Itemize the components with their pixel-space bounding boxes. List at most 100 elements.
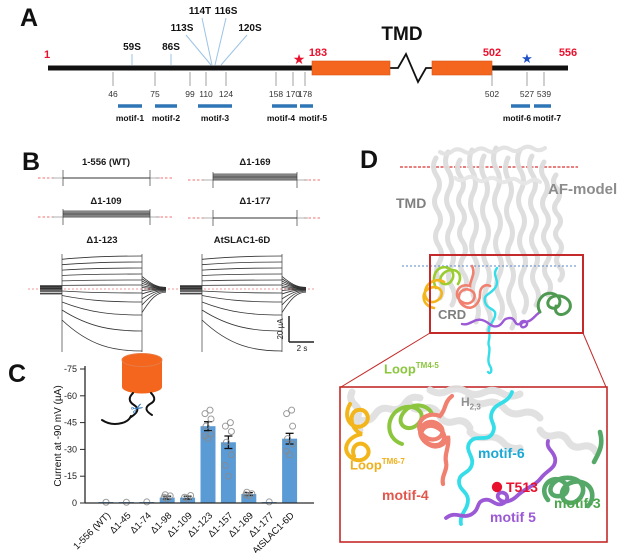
gray-ribbon xyxy=(539,159,553,298)
n-terminus-squiggle-left xyxy=(128,392,139,418)
panel-b-letter: B xyxy=(22,148,41,176)
motif6-label: motif-6 xyxy=(478,445,525,461)
residue-tick-label: 158 xyxy=(269,89,283,99)
residue-tick-label: 178 xyxy=(298,89,312,99)
panel-d-letter: D xyxy=(360,146,379,174)
motif4-overview xyxy=(455,264,492,309)
loop-tm45-sup: TM4-5 xyxy=(415,361,439,370)
current-sweep xyxy=(40,289,167,303)
gray-ribbon xyxy=(431,155,445,301)
zoom-callout-left xyxy=(340,332,431,388)
bar xyxy=(159,497,175,503)
panel-c-barchart: Current at -90 mV (µA) ✂ 0 -15 -30 -45 -60 -7… xyxy=(53,353,314,553)
motif3-zoom xyxy=(541,429,604,509)
gray-ribbon xyxy=(453,174,542,186)
data-point xyxy=(166,492,174,500)
data-point xyxy=(161,491,169,499)
data-point xyxy=(222,438,230,446)
gray-ribbon xyxy=(491,145,505,321)
gray-ribbon xyxy=(536,426,600,456)
tmd-helices xyxy=(431,144,565,333)
scalebar-time-label: 2 s xyxy=(297,344,308,353)
trace-label: 1-556 (WT) xyxy=(82,157,130,168)
tmd-box-1 xyxy=(311,60,391,76)
current-sweep xyxy=(180,289,307,316)
phospho-site-label: 116S xyxy=(215,6,238,17)
t513-site-dot xyxy=(491,481,503,493)
residue-502-label: 502 xyxy=(483,47,501,59)
phospho-site-label: 113S xyxy=(171,23,194,34)
cylinder-bottom xyxy=(122,380,162,394)
phospho-site-line xyxy=(214,17,227,66)
data-point xyxy=(243,488,251,496)
data-point xyxy=(122,498,130,506)
data-point xyxy=(227,451,235,459)
af-model-label: AF-model xyxy=(548,181,618,198)
y-tick-label: -60 xyxy=(64,391,77,401)
y-tick-label: -75 xyxy=(64,364,77,374)
crd-text-label: CRD xyxy=(438,307,467,322)
sequence-break-zigzag xyxy=(390,51,432,85)
loop-tm45-label: LoopTM4-5 xyxy=(384,361,439,377)
residue-tick-label: 99 xyxy=(185,89,195,99)
motif4-zoom xyxy=(417,393,455,487)
data-point xyxy=(206,406,214,414)
red-star-icon: ★ xyxy=(293,51,306,67)
motif3-overview xyxy=(536,291,572,316)
data-point xyxy=(143,498,151,506)
residue-tick-label: 502 xyxy=(485,89,499,99)
current-sweep xyxy=(40,289,167,316)
residue-tick-label: 539 xyxy=(537,89,551,99)
motif-label: motif-6 xyxy=(503,113,532,123)
data-point xyxy=(227,428,235,436)
data-point xyxy=(289,422,297,430)
current-sweep xyxy=(180,289,307,303)
phospho-site-label: 86S xyxy=(162,42,180,53)
data-point xyxy=(284,435,292,443)
gray-ribbon xyxy=(464,394,544,422)
data-point xyxy=(289,440,297,448)
data-point xyxy=(283,447,291,455)
residue-183-label: 183 xyxy=(309,47,327,59)
current-sweep xyxy=(40,284,167,290)
motif-label: motif-1 xyxy=(116,113,145,123)
phospho-site-line xyxy=(185,34,212,66)
trace-label: Δ1-169 xyxy=(239,157,270,168)
tmd-box-2 xyxy=(431,60,493,76)
panel-a-letter: A xyxy=(20,4,39,32)
current-sweep xyxy=(180,288,307,294)
data-point xyxy=(265,498,273,506)
motif-label: motif-5 xyxy=(299,113,328,123)
tmd-title: TMD xyxy=(381,24,422,45)
current-sweep xyxy=(180,290,307,332)
panel-d-structure: D TMD AF-model CRD LoopTM4-5 H2,3 LoopTM… xyxy=(330,140,628,553)
tmd-text-label: TMD xyxy=(396,195,427,211)
zoom-callout-right xyxy=(582,332,607,388)
panel-a-schematic: TMD 1 183 502 556 ★ ★ 46 75 99 110 124 158 170… xyxy=(44,6,577,123)
gray-ribbon xyxy=(515,147,529,315)
motif5-label: motif 5 xyxy=(490,509,536,525)
data-point xyxy=(187,491,195,499)
gray-ribbon xyxy=(443,149,457,308)
h23-sub: 2,3 xyxy=(469,402,481,412)
loop-tm45-overview xyxy=(432,265,462,290)
data-point xyxy=(207,430,215,438)
gray-ribbon xyxy=(438,144,547,156)
motif5-overview xyxy=(460,310,542,329)
trace-label: Δ1-109 xyxy=(90,196,121,207)
trace-label: Δ1-123 xyxy=(86,235,117,246)
current-sweep xyxy=(180,284,307,290)
motif-label: motif-7 xyxy=(533,113,562,123)
bar xyxy=(200,426,216,503)
phospho-site-label: 120S xyxy=(238,23,262,34)
loop-tm45-base: Loop xyxy=(384,361,416,377)
data-point xyxy=(288,406,296,414)
loop-tm67-sup: TM6-7 xyxy=(381,457,405,466)
data-point xyxy=(224,472,232,480)
h23-label: H2,3 xyxy=(461,396,481,411)
motif3-label: motif-3 xyxy=(554,495,601,511)
crd-box xyxy=(429,254,584,334)
panel-c-letter: C xyxy=(8,360,27,388)
